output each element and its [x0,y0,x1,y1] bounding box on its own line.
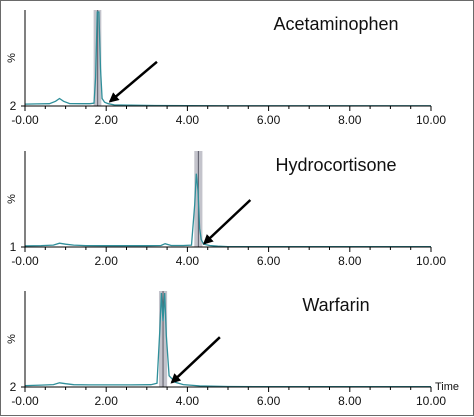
x-tick-label: 10.00 [416,394,446,408]
x-tick-label: 2.00 [95,113,119,127]
x-tick-label: 6.00 [257,394,281,408]
panel-title: Warfarin [302,295,369,315]
y-tick-label: 1 [10,240,17,254]
x-axis-label: Time [435,381,459,393]
x-tick-label: 2.00 [95,394,119,408]
x-tick-label: 4.00 [176,254,200,268]
y-axis-label: % [6,194,18,204]
x-tick-label: 8.00 [338,113,362,127]
panel-1: % 2-0.00 2.00 4.00 6.00 8.00 10.00 Acetaminophe… [6,10,446,127]
x-tick-label: 8.00 [338,254,362,268]
annotation-arrow [170,336,221,384]
x-tick-label: 6.00 [257,113,281,127]
x-tick-label: 10.00 [416,254,446,268]
x-tick-label: 6.00 [257,254,281,268]
series-line [24,292,431,388]
x-tick-label: -0.00 [11,394,39,408]
panel-3: % 2-0.00 2.00 4.00 6.00 8.00 10.00 Warfarin Time [6,291,459,408]
annotation-arrow [202,199,252,245]
x-tick-label: 4.00 [176,394,200,408]
series-line [24,173,431,248]
x-tick-label: -0.00 [11,113,39,127]
panel-title: Acetaminophen [273,14,398,34]
x-tick-label: 8.00 [338,394,362,408]
x-tick-label: 2.00 [95,254,119,268]
y-axis-label: % [6,53,18,63]
y-tick-label: 2 [10,99,17,113]
x-tick-label: 4.00 [176,113,200,127]
panel-title: Hydrocortisone [275,155,396,175]
y-tick-label: 2 [10,380,17,394]
x-tick-label: -0.00 [11,254,39,268]
x-tick-label: 10.00 [416,113,446,127]
annotation-arrow [108,60,158,103]
y-axis-label: % [6,334,18,344]
panel-2: % 1-0.00 2.00 4.00 6.00 8.00 10.00 Hydrocortiso… [6,151,446,268]
